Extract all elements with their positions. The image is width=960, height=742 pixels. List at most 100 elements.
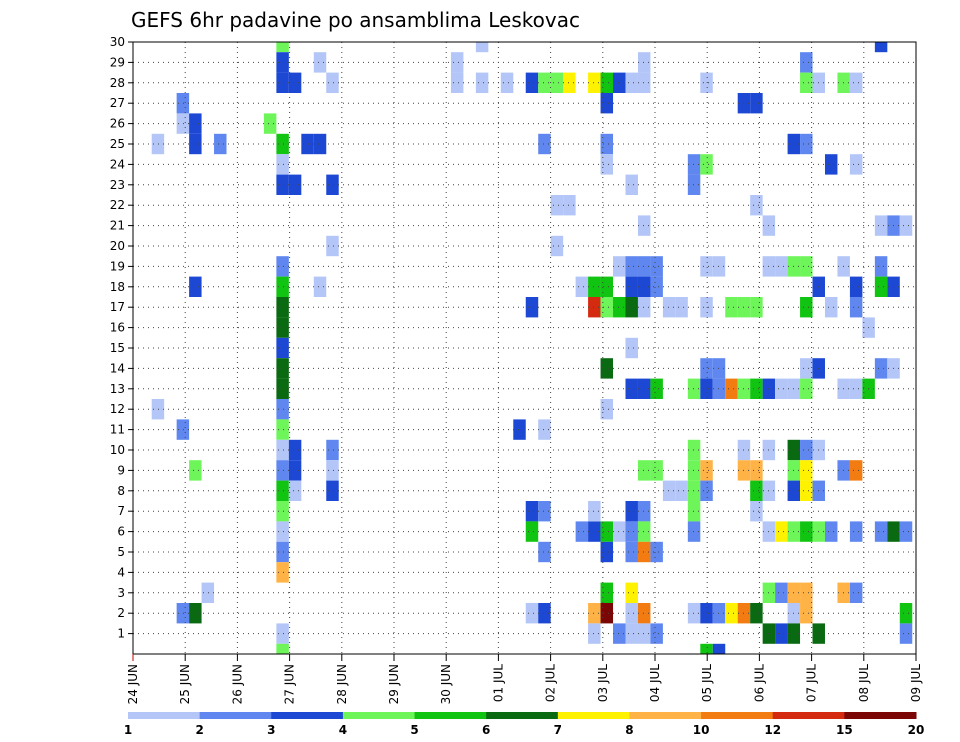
heatmap-cell (588, 297, 601, 318)
heatmap-cell (575, 276, 589, 297)
heatmap-cell (288, 480, 302, 501)
heatmap-cell (849, 297, 863, 318)
heatmap-cell (637, 215, 651, 236)
heatmap-cell (750, 93, 763, 114)
heatmap-cell (700, 72, 713, 93)
heatmap-cell (538, 133, 551, 155)
heatmap-cell (276, 133, 289, 155)
heatmap-cell (712, 603, 726, 624)
colorbar-label: 3 (267, 723, 275, 737)
colorbar-swatch (557, 712, 630, 719)
heatmap-cell (687, 603, 701, 624)
heatmap-cell (687, 521, 701, 542)
y-tick-label: 30 (110, 35, 125, 49)
heatmap-cell (800, 256, 813, 277)
heatmap-cell (513, 419, 526, 440)
heatmap-cell (276, 501, 289, 522)
heatmap-cell (588, 276, 601, 297)
heatmap-cell (687, 501, 701, 522)
heatmap-cell (700, 256, 713, 277)
heatmap-cell (201, 582, 215, 603)
y-tick-label: 2 (117, 606, 125, 620)
y-tick-label: 4 (117, 565, 125, 579)
heatmap-cell (550, 235, 564, 257)
gridlines (133, 41, 916, 654)
colorbar-swatch (414, 712, 487, 719)
heatmap-cell (613, 256, 626, 277)
x-tick-label: 05 JUL (700, 664, 714, 702)
heatmap-cell (637, 623, 651, 644)
heatmap-cell (700, 297, 713, 318)
heatmap-cell (625, 297, 638, 318)
y-tick-label: 3 (117, 586, 125, 600)
heatmap-cell (588, 521, 601, 542)
heatmap-cell (700, 154, 713, 175)
y-tick-label: 16 (110, 321, 125, 335)
heatmap-cell (899, 623, 913, 644)
heatmap-cell (712, 256, 726, 277)
heatmap-cell (450, 72, 464, 93)
heatmap-cell (874, 215, 888, 236)
x-tick-label: 09 JUL (909, 664, 923, 702)
heatmap-cell (276, 378, 289, 399)
heatmap-cell (538, 501, 551, 522)
heatmap-cell (874, 358, 888, 379)
heatmap-cell (700, 358, 713, 379)
heatmap-cell (800, 378, 813, 399)
y-tick-label: 26 (110, 117, 125, 131)
colorbar-label: 2 (195, 723, 203, 737)
heatmap-cell (625, 521, 638, 542)
heatmap-cell (276, 419, 289, 440)
heatmap-cell (899, 215, 913, 236)
colorbar-swatch (486, 712, 559, 719)
colorbar-label: 6 (482, 723, 490, 737)
colorbar-swatch (342, 712, 416, 719)
heatmap-cell (899, 603, 913, 624)
y-tick-label: 25 (110, 137, 125, 151)
heatmap-cell (700, 460, 713, 481)
heatmap-cell (538, 541, 551, 563)
x-tick-label: 02 JUL (544, 664, 558, 702)
heatmap-cell (775, 623, 788, 644)
heatmap-cell (600, 358, 614, 379)
heatmap-cell (824, 521, 838, 542)
heatmap-cell (750, 378, 763, 399)
heatmap-cell (800, 582, 813, 603)
heatmap-cell (700, 643, 713, 654)
heatmap-cell (600, 93, 614, 114)
heatmap-cell (750, 603, 763, 624)
heatmap-cell (687, 439, 701, 461)
heatmap-cell (313, 133, 327, 155)
heatmap-cell (625, 72, 638, 93)
heatmap-cell (600, 541, 614, 563)
x-tick-label: 03 JUL (596, 664, 610, 702)
heatmap-cell (450, 52, 464, 73)
heatmap-cell (600, 521, 614, 542)
x-tick-label: 01 JUL (491, 664, 505, 702)
heatmap-cell (538, 419, 551, 440)
y-tick-label: 21 (110, 219, 125, 233)
y-tick-label: 7 (117, 504, 125, 518)
heatmap-cell (600, 154, 614, 175)
y-tick-label: 5 (117, 545, 125, 559)
x-tick-label: 07 JUL (805, 664, 819, 702)
y-tick-label: 17 (110, 300, 125, 314)
x-tick-label: 27 JUN (283, 664, 297, 704)
heatmap-cell (276, 337, 289, 359)
heatmap-cell (687, 460, 701, 481)
heatmap-cell (849, 72, 863, 93)
heatmap-cell (874, 521, 888, 542)
colorbar-swatch (199, 712, 272, 719)
heatmap-cell (326, 72, 339, 93)
x-tick-label: 04 JUL (648, 664, 662, 702)
x-tick-label: 08 JUL (857, 664, 871, 702)
heatmap-cell (189, 133, 202, 155)
heatmap-cell (588, 623, 601, 644)
colorbar-label: 1 (124, 723, 132, 737)
colorbar-label: 15 (836, 723, 853, 737)
heatmap-cell (588, 501, 601, 522)
heatmap-cell (775, 378, 788, 399)
heatmap-cell (189, 603, 202, 624)
heatmap-cell (538, 72, 551, 93)
